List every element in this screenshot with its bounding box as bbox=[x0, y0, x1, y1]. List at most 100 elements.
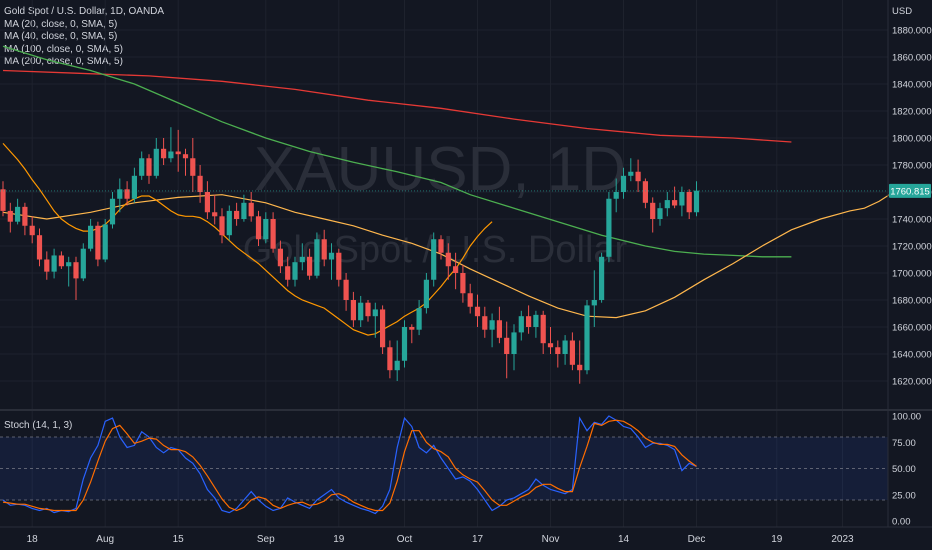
candle-body bbox=[139, 158, 145, 176]
candle-body bbox=[343, 279, 349, 300]
candle-body bbox=[350, 300, 356, 321]
candle-body bbox=[299, 256, 305, 263]
candle-body bbox=[226, 210, 232, 236]
ma100-legend[interactable]: MA (100, close, 0, SMA, 5) bbox=[4, 43, 123, 55]
candle-body bbox=[285, 266, 291, 280]
candle-body bbox=[657, 208, 663, 219]
candle-body bbox=[489, 320, 495, 330]
candle-body bbox=[679, 192, 685, 206]
candles bbox=[0, 127, 700, 384]
candle-body bbox=[44, 259, 50, 272]
price-tick-label: 1740.000 bbox=[892, 215, 932, 226]
candle-body bbox=[620, 175, 627, 192]
candle-body bbox=[307, 256, 313, 276]
candle-body bbox=[95, 225, 101, 260]
candle-body bbox=[518, 316, 524, 333]
candle-body bbox=[161, 148, 167, 159]
candle-body bbox=[533, 314, 539, 327]
candle-body bbox=[146, 158, 152, 176]
candle-body bbox=[73, 262, 79, 279]
candle-body bbox=[562, 340, 568, 354]
candle-body bbox=[66, 262, 72, 267]
candle-body bbox=[445, 252, 451, 267]
stoch-legend[interactable]: Stoch (14, 1, 3) bbox=[4, 420, 73, 431]
candle-body bbox=[270, 219, 276, 249]
candle-body bbox=[336, 252, 342, 280]
candle-body bbox=[416, 308, 422, 330]
time-tick-label: 17 bbox=[472, 534, 484, 545]
ma200-legend[interactable]: MA (200, close, 0, SMA, 5) bbox=[4, 56, 123, 67]
price-tick-label: 1780.000 bbox=[892, 161, 932, 172]
candle-body bbox=[328, 252, 335, 260]
candle-body bbox=[204, 192, 210, 213]
candle-body bbox=[628, 171, 634, 176]
time-tick-label: 15 bbox=[173, 534, 185, 545]
time-tick-label: 19 bbox=[333, 534, 345, 545]
candle-body bbox=[7, 210, 13, 222]
stoch-tick-label: 0.00 bbox=[892, 517, 911, 528]
candle-body bbox=[496, 320, 502, 338]
candle-body bbox=[168, 151, 174, 159]
candle-body bbox=[584, 305, 590, 371]
time-tick-label: Oct bbox=[397, 534, 413, 545]
candle-body bbox=[365, 302, 371, 317]
candle-body bbox=[401, 327, 408, 361]
candle-body bbox=[234, 210, 240, 219]
ma20-line bbox=[2, 142, 493, 336]
stoch-tick-label: 50.00 bbox=[892, 464, 916, 475]
candle-body bbox=[650, 202, 656, 219]
currency-label: USD bbox=[892, 6, 912, 17]
candle-body bbox=[241, 202, 247, 219]
candle-body bbox=[540, 314, 546, 344]
candle-body bbox=[504, 337, 510, 354]
candle-body bbox=[29, 225, 35, 236]
last-price-badge bbox=[889, 183, 931, 198]
ma20-legend[interactable]: MA (20, close, 0, SMA, 5) bbox=[4, 18, 118, 30]
candle-body bbox=[51, 255, 57, 272]
candle-body bbox=[591, 300, 597, 306]
candle-body bbox=[409, 327, 415, 330]
candle-body bbox=[0, 189, 6, 211]
indicator-legend: Gold Spot / U.S. Dollar, 1D, OANDA MA (2… bbox=[4, 6, 164, 69]
candle-body bbox=[526, 316, 532, 327]
candle-body bbox=[248, 202, 254, 217]
price-tick-label: 1800.000 bbox=[892, 134, 932, 145]
candle-body bbox=[255, 216, 262, 240]
stoch-tick-label: 100.00 bbox=[892, 412, 921, 423]
candle-body bbox=[117, 189, 123, 199]
candle-body bbox=[182, 154, 189, 159]
symbol-title[interactable]: Gold Spot / U.S. Dollar, 1D, OANDA bbox=[4, 6, 165, 17]
watermark-symbol: XAUUSD, 1D bbox=[254, 135, 626, 204]
candle-body bbox=[431, 239, 437, 280]
candle-body bbox=[153, 148, 159, 176]
stoch-d-line bbox=[2, 419, 697, 512]
candle-body bbox=[599, 256, 605, 300]
candle-body bbox=[124, 189, 130, 199]
price-tick-label: 1880.000 bbox=[892, 26, 932, 37]
candle-body bbox=[102, 224, 108, 260]
candle-body bbox=[212, 212, 218, 217]
candle-body bbox=[131, 175, 137, 199]
candle-body bbox=[438, 239, 444, 253]
candle-body bbox=[642, 181, 648, 203]
time-tick-label: Dec bbox=[688, 534, 706, 545]
price-tick-label: 1860.000 bbox=[892, 53, 932, 64]
candle-body bbox=[321, 239, 327, 260]
candle-body bbox=[460, 273, 466, 294]
ma40-legend[interactable]: MA (40, close, 0, SMA, 5) bbox=[4, 31, 118, 42]
price-tick-label: 1620.000 bbox=[892, 377, 932, 388]
time-tick-label: Aug bbox=[96, 534, 114, 545]
time-tick-label: 14 bbox=[618, 534, 630, 545]
candle-body bbox=[197, 175, 203, 192]
candle-body bbox=[109, 198, 116, 225]
candle-body bbox=[292, 262, 298, 280]
stoch-tick-label: 75.00 bbox=[892, 438, 916, 449]
candle-body bbox=[606, 198, 612, 257]
price-tick-label: 1700.000 bbox=[892, 269, 932, 280]
time-tick-label: Sep bbox=[257, 534, 275, 545]
candle-body bbox=[686, 192, 692, 213]
candle-body bbox=[314, 239, 320, 276]
candle-body bbox=[555, 347, 561, 354]
last-price-label: 1760.815 bbox=[890, 186, 930, 197]
